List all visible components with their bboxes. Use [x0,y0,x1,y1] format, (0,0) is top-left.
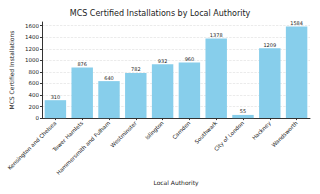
svg-text:55: 55 [240,108,246,114]
svg-text:Westminster: Westminster [109,119,138,148]
svg-text:1584: 1584 [290,20,303,26]
svg-text:MCS Certified Installations by: MCS Certified Installations by Local Aut… [70,9,251,18]
svg-text:782: 782 [131,66,141,72]
svg-text:310: 310 [51,94,61,100]
svg-text:400: 400 [29,92,40,98]
svg-text:960: 960 [185,56,195,62]
svg-text:1378: 1378 [210,32,223,38]
svg-text:200: 200 [29,104,40,110]
svg-text:Local Authority: Local Authority [153,179,199,187]
svg-text:Kensington and Chelsea: Kensington and Chelsea [7,120,59,172]
svg-text:1600: 1600 [25,23,39,29]
svg-text:800: 800 [29,69,40,75]
svg-text:MCS Certified Installations: MCS Certified Installations [8,31,15,110]
svg-text:1200: 1200 [25,46,39,52]
svg-text:1000: 1000 [25,57,39,63]
svg-text:932: 932 [158,58,168,64]
svg-text:Tower Hamlets: Tower Hamlets [51,120,85,153]
svg-text:Hammersmith and Fulham: Hammersmith and Fulham [55,120,111,176]
svg-text:1209: 1209 [263,42,276,48]
svg-text:0: 0 [36,115,40,121]
svg-text:Southwark: Southwark [193,119,218,144]
svg-text:600: 600 [29,80,40,86]
svg-text:Camden: Camden [171,120,192,141]
svg-text:City of London: City of London [213,120,246,153]
svg-text:876: 876 [77,61,87,67]
svg-text:640: 640 [104,75,114,81]
svg-text:Hackney: Hackney [251,119,273,141]
svg-text:Wandsworth: Wandsworth [270,120,299,149]
svg-text:1400: 1400 [25,34,39,40]
svg-text:Islington: Islington [144,120,166,142]
